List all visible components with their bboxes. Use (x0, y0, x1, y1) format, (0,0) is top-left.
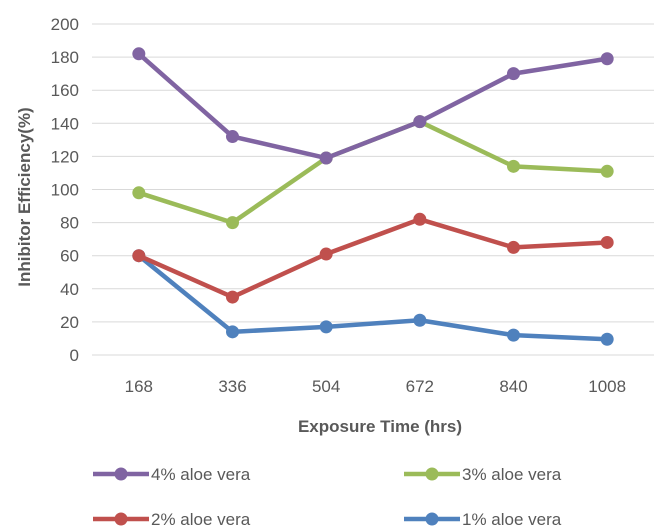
series-line (136, 217, 610, 300)
x-tick-label: 672 (406, 377, 434, 396)
series-line (136, 51, 610, 161)
data-point (507, 240, 520, 254)
x-tick-label: 504 (312, 377, 340, 396)
data-point (132, 249, 146, 263)
series-2 (132, 212, 614, 304)
data-point (413, 212, 427, 226)
series-1 (132, 249, 614, 346)
y-tick-label: 0 (70, 346, 79, 365)
data-point (319, 151, 333, 165)
y-tick-label: 80 (60, 214, 79, 233)
y-tick-label: 180 (51, 48, 79, 67)
data-point (507, 328, 520, 342)
data-point (600, 235, 614, 249)
y-tick-labels: 0 20 40 60 80 100 120 140 160 180 200 (51, 15, 79, 365)
y-tick-label: 20 (60, 313, 79, 332)
data-point (413, 313, 427, 327)
data-point (507, 67, 520, 81)
x-tick-label: 1008 (588, 377, 626, 396)
legend-swatch-marker (114, 512, 128, 526)
series-line (136, 253, 610, 342)
x-tick-label: 336 (218, 377, 246, 396)
legend-label: 2% aloe vera (151, 510, 251, 529)
data-point (132, 47, 146, 61)
x-tick-label: 168 (125, 377, 153, 396)
gridlines (92, 23, 654, 356)
data-point (226, 130, 239, 144)
data-point (600, 332, 614, 346)
data-point (226, 216, 239, 230)
data-point (507, 159, 520, 173)
y-tick-label: 40 (60, 280, 79, 299)
x-axis-title: Exposure Time (hrs) (298, 417, 462, 436)
data-point (226, 290, 239, 304)
legend-swatch-marker (425, 467, 439, 481)
x-tick-label: 840 (499, 377, 527, 396)
data-point (413, 115, 427, 129)
series-group (132, 47, 614, 346)
legend-swatch-marker (425, 512, 439, 526)
legend: 4% aloe vera 3% aloe vera 2% aloe vera 1% a… (93, 465, 562, 529)
data-point (226, 325, 239, 339)
data-point (600, 52, 614, 66)
y-tick-label: 200 (51, 15, 79, 34)
legend-item: 4% aloe vera (93, 465, 251, 484)
y-tick-label: 140 (51, 114, 79, 133)
y-tick-label: 100 (51, 181, 79, 200)
y-tick-label: 60 (60, 247, 79, 266)
series-4 (132, 47, 614, 165)
legend-label: 1% aloe vera (462, 510, 562, 529)
y-tick-label: 120 (51, 147, 79, 166)
legend-item: 2% aloe vera (93, 510, 251, 529)
y-axis-title: Inhibitor Efficiency(%) (15, 107, 34, 286)
legend-item: 3% aloe vera (404, 465, 562, 484)
series-line (136, 119, 610, 225)
series-3 (132, 115, 614, 230)
data-point (319, 247, 333, 261)
data-point (319, 320, 333, 334)
x-tick-labels: 168 336 504 672 840 1008 (125, 377, 626, 396)
legend-item: 1% aloe vera (404, 510, 562, 529)
y-tick-label: 160 (51, 81, 79, 100)
legend-label: 3% aloe vera (462, 465, 562, 484)
legend-swatch-marker (114, 467, 128, 481)
data-point (132, 186, 146, 200)
data-point (600, 164, 614, 178)
legend-label: 4% aloe vera (151, 465, 251, 484)
